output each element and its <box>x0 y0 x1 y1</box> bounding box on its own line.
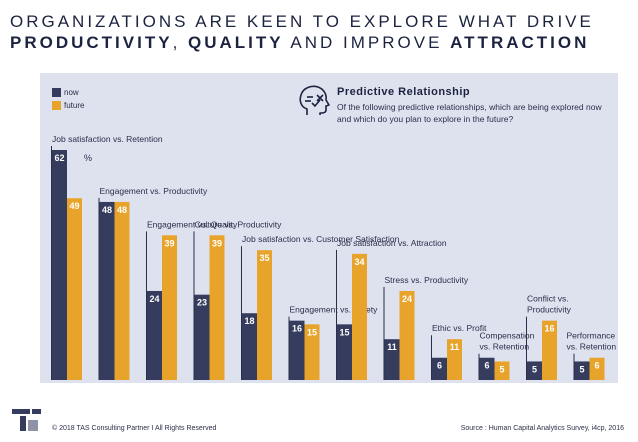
data-label-now: 24 <box>149 294 159 304</box>
bar-future <box>542 320 557 380</box>
data-label-future: 49 <box>69 201 79 211</box>
category-label: Engagement vs. Safety <box>290 305 379 315</box>
unit-label: % <box>84 153 92 163</box>
data-label-now: 16 <box>292 324 302 334</box>
legend-swatch-now <box>52 88 61 97</box>
bar-future <box>304 324 320 380</box>
bar-future <box>447 339 462 380</box>
headline-quality: QUALITY <box>188 33 284 52</box>
bar-now <box>337 324 352 380</box>
bar-future <box>162 235 177 380</box>
data-label-now: 6 <box>437 361 442 371</box>
headline-middle: AND IMPROVE <box>283 33 451 52</box>
data-label-future: 6 <box>594 361 599 371</box>
data-label-future: 15 <box>307 327 317 337</box>
bar-now <box>52 150 67 380</box>
category-label: Engagement vs. Quality <box>147 219 238 229</box>
bar-now <box>574 361 590 380</box>
bar-future <box>257 250 272 380</box>
data-label-future: 24 <box>402 294 412 304</box>
legend-swatch-future <box>52 101 61 110</box>
data-label-future: 5 <box>499 364 504 374</box>
bar-future <box>209 235 225 380</box>
data-label-now: 11 <box>387 342 397 352</box>
headline-line-1: ORGANIZATIONS ARE KEEN TO EXPLORE WHAT D… <box>10 12 594 31</box>
bar-future <box>67 198 82 380</box>
callout-title: Predictive Relationship <box>337 86 471 98</box>
data-label-now: 48 <box>102 205 112 215</box>
brain-gear-icon <box>299 85 330 115</box>
copyright-text: © 2018 TAS Consulting Partner I All Righ… <box>52 425 217 432</box>
data-label-future: 34 <box>354 257 364 267</box>
bar-now <box>99 201 115 380</box>
bar-future <box>494 361 510 380</box>
data-label-future: 39 <box>212 238 222 248</box>
headline-attraction: ATTRACTION <box>450 33 590 52</box>
bar-now <box>242 313 257 380</box>
bar-future <box>114 201 130 380</box>
category-label: Job satisfaction vs. Retention <box>52 134 163 144</box>
data-label-now: 15 <box>339 327 349 337</box>
bar-now <box>527 361 542 380</box>
bar-now <box>432 357 447 380</box>
data-label-now: 18 <box>244 316 254 326</box>
data-label-future: 48 <box>117 205 127 215</box>
category-label: Stress vs. Productivity <box>385 275 469 285</box>
legend-label-future: future <box>64 101 85 110</box>
bar-now <box>479 357 495 380</box>
data-label-now: 62 <box>54 153 64 163</box>
bar-now <box>289 320 305 380</box>
chart-panel <box>40 73 618 383</box>
data-label-now: 5 <box>532 364 537 374</box>
bar-future <box>589 357 605 380</box>
category-label: Culture vs. Productivity <box>195 219 283 229</box>
bar-now <box>384 339 400 380</box>
data-label-now: 5 <box>579 364 584 374</box>
data-label-future: 39 <box>164 238 174 248</box>
category-label: Productivity <box>527 305 572 315</box>
company-logo-icon <box>12 409 41 431</box>
category-label: Performance <box>567 331 616 341</box>
data-label-now: 23 <box>197 298 207 308</box>
data-label-future: 16 <box>544 324 554 334</box>
bar-now <box>194 294 210 380</box>
data-label-future: 11 <box>450 342 460 352</box>
bar-future <box>352 253 367 380</box>
legend-label-now: now <box>64 88 79 97</box>
bar-now <box>147 290 162 380</box>
callout-question: Of the following predictive relationship… <box>337 102 602 124</box>
category-label: Job satisfaction vs. Customer Satisfacti… <box>242 234 400 244</box>
category-label: Engagement vs. Productivity <box>100 186 208 196</box>
category-label: vs. Retention <box>480 342 530 352</box>
bar-future <box>399 290 415 380</box>
category-label: Job satisfaction vs. Attraction <box>337 238 447 248</box>
category-label: Compensation <box>480 331 535 341</box>
source-text: Source : Human Capital Analytics Survey,… <box>460 425 624 432</box>
data-label-now: 6 <box>484 361 489 371</box>
category-label: Conflict vs. <box>527 294 569 304</box>
category-label: vs. Retention <box>567 342 617 352</box>
category-label: Ethic vs. Profit <box>432 323 487 333</box>
data-label-future: 35 <box>259 253 269 263</box>
headline-separator: , <box>172 33 189 52</box>
headline-productivity: PRODUCTIVITY <box>10 33 173 52</box>
headline-line-2: PRODUCTIVITY, QUALITY AND IMPROVE ATTRAC… <box>10 33 589 53</box>
